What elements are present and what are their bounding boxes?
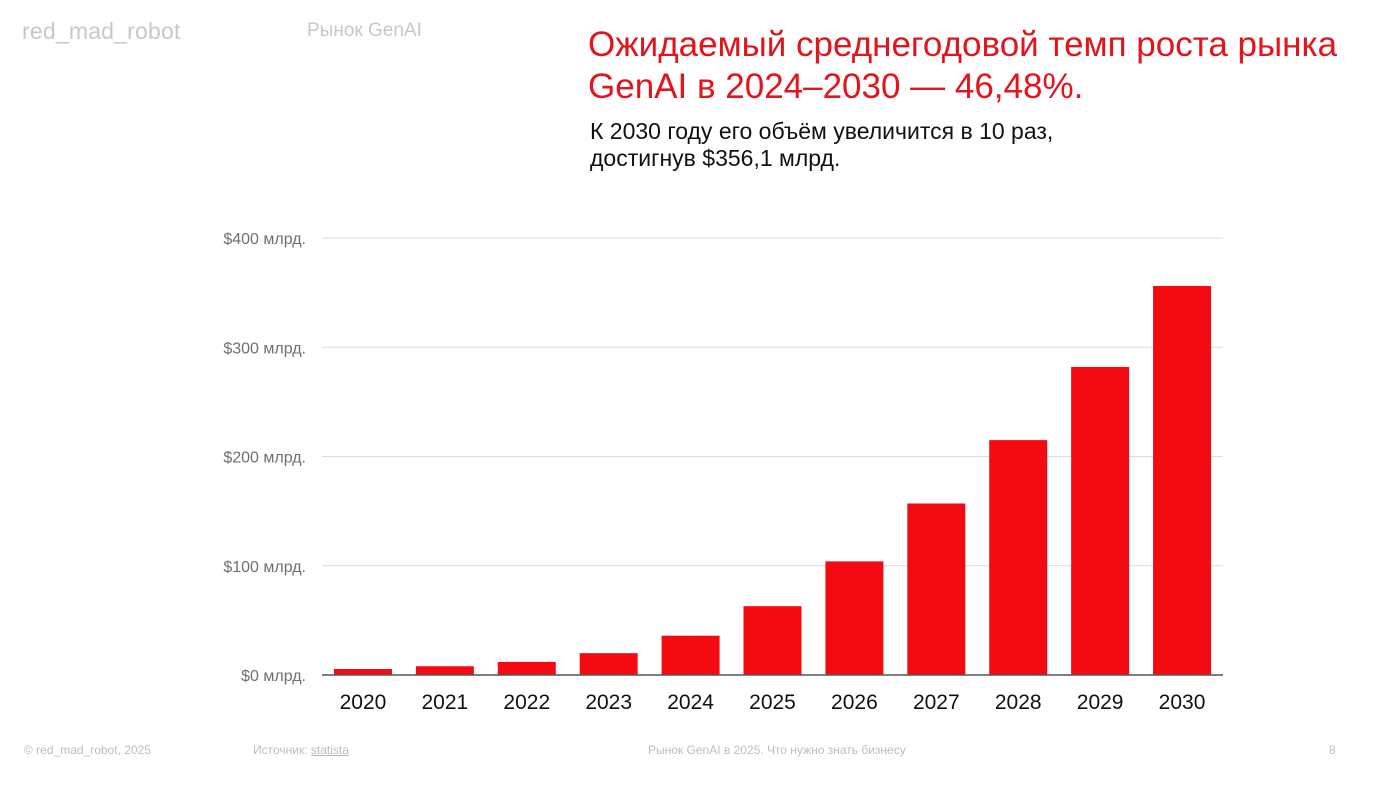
footer-source: Источник: statista [253,743,349,757]
bar [333,668,392,675]
x-tick-label: 2026 [831,691,878,714]
source-link[interactable]: statista [310,743,349,757]
y-tick-label: $100 млрд. [223,559,306,576]
subheadline: К 2030 году его объём увеличится в 10 ра… [590,118,1310,172]
bar [661,635,720,675]
bar [579,653,638,675]
footer-source-label: Источник: [253,743,311,757]
y-tick-label: $200 млрд. [223,450,306,467]
x-tick-label: 2023 [585,691,632,714]
section-title: Рынок GenAI [307,20,422,41]
bar [825,561,884,675]
bar [743,606,802,675]
x-tick-label: 2024 [667,691,714,714]
x-tick-label: 2030 [1159,691,1206,714]
x-tick-label: 2022 [503,691,550,714]
bar [497,661,556,675]
brand-logo: red_mad_robot [22,18,181,44]
x-tick-label: 2020 [340,691,387,714]
y-tick-label: $300 млрд. [223,340,306,357]
footer-copyright: © red_mad_robot, 2025 [24,743,151,757]
bar [1071,366,1130,675]
x-tick-label: 2027 [913,691,960,714]
footer-report-title: Рынок GenAI в 2025. Что нужно знать бизн… [648,743,906,757]
subheadline-line-2: достигнув $356,1 млрд. [590,145,841,171]
y-tick-label: $0 млрд. [241,668,306,685]
bar [989,440,1048,675]
x-tick-label: 2028 [995,691,1042,714]
bar [1153,285,1212,675]
headline-line-1: Ожидаемый среднегодовой темп роста рынка [588,25,1338,64]
y-tick-label: $400 млрд. [223,231,306,248]
headline-line-2: GenAI в 2024–2030 — 46,48%. [588,67,1084,106]
x-tick-label: 2025 [749,691,796,714]
subheadline-line-1: К 2030 году его объём увеличится в 10 ра… [590,118,1054,144]
x-tick-label: 2021 [422,691,469,714]
bar [415,666,474,675]
page-number: 8 [1329,743,1336,757]
headline: Ожидаемый среднегодовой темп роста рынка… [588,24,1388,108]
bar [907,503,966,675]
x-tick-label: 2029 [1077,691,1124,714]
